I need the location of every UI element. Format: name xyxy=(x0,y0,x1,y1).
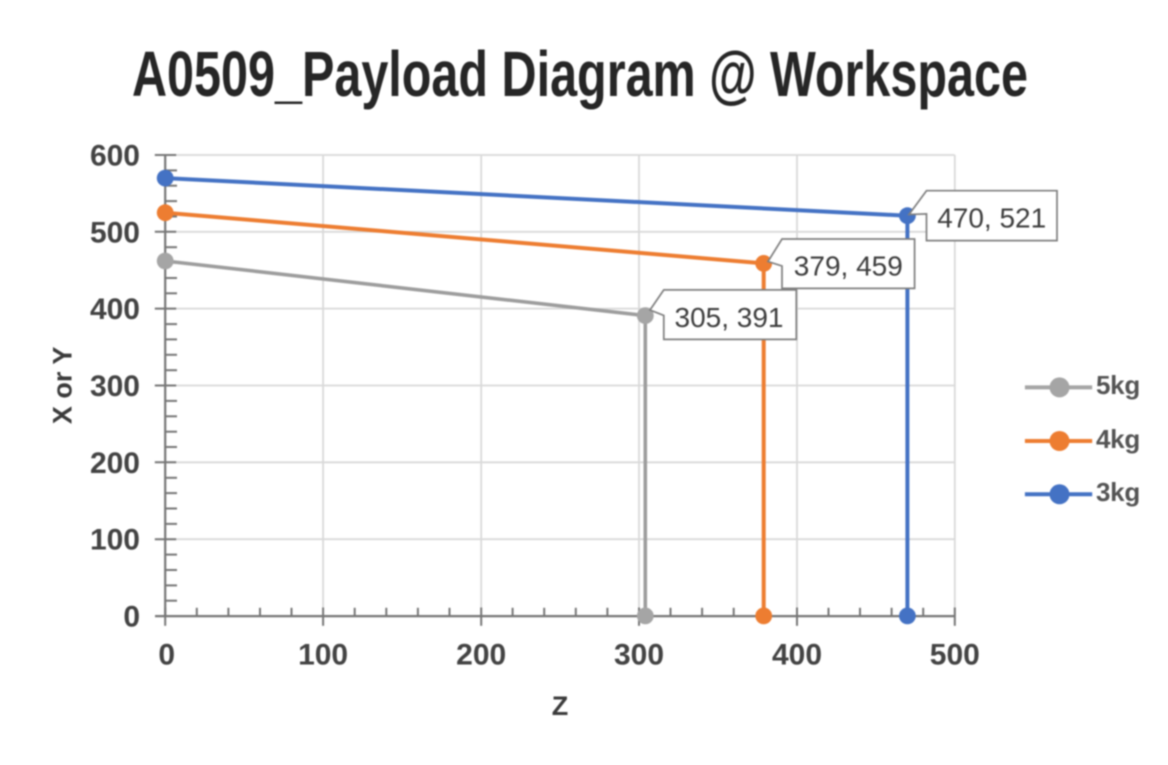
svg-text:4kg: 4kg xyxy=(1096,424,1140,454)
svg-text:0: 0 xyxy=(123,601,140,634)
svg-text:200: 200 xyxy=(456,639,506,672)
svg-text:470, 521: 470, 521 xyxy=(937,202,1046,233)
svg-text:100: 100 xyxy=(298,639,348,672)
svg-text:400: 400 xyxy=(90,293,140,326)
svg-text:500: 500 xyxy=(930,639,980,672)
svg-text:300: 300 xyxy=(90,370,140,403)
svg-text:X or Y: X or Y xyxy=(47,347,77,425)
svg-text:A0509_Payload Diagram @ Worksp: A0509_Payload Diagram @ Workspace xyxy=(132,38,1028,110)
svg-text:600: 600 xyxy=(90,140,140,173)
svg-text:5kg: 5kg xyxy=(1096,370,1140,400)
svg-text:379, 459: 379, 459 xyxy=(794,251,903,282)
svg-text:300: 300 xyxy=(614,639,664,672)
svg-text:305, 391: 305, 391 xyxy=(675,302,784,333)
svg-text:100: 100 xyxy=(90,524,140,557)
svg-text:500: 500 xyxy=(90,216,140,249)
svg-text:400: 400 xyxy=(772,639,822,672)
svg-text:200: 200 xyxy=(90,447,140,480)
svg-text:3kg: 3kg xyxy=(1096,477,1140,507)
svg-text:0: 0 xyxy=(158,639,175,672)
svg-text:Z: Z xyxy=(552,691,569,721)
